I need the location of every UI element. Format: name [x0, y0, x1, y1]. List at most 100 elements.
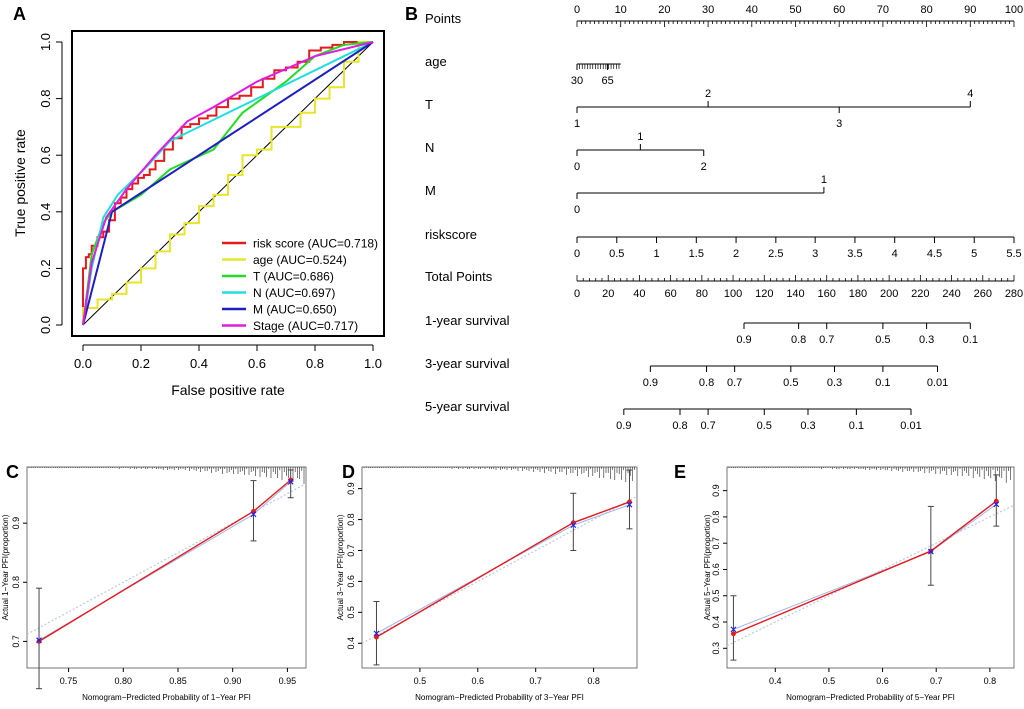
points-tick-label: 5 [971, 248, 977, 260]
roc-chart: 0.0 0.2 0.4 0.6 0.8 1.0 0.0 0.2 0.4 0.6 0.8 1.0 Fals… [12, 30, 385, 398]
roc-y-tick-label: 0.8 [38, 90, 53, 108]
points-tick-label: 0 [574, 204, 580, 216]
calibration-point [36, 638, 42, 644]
points-tick-label: 0 [574, 161, 580, 173]
calibration-point [374, 634, 379, 640]
nomogram-row-label: 1-year survival [425, 313, 510, 328]
calibration-x-axis-label: Nomogram−Predicted Probability of 3−Year… [415, 693, 584, 702]
scale-tick-label: 160 [818, 288, 836, 300]
points-tick-label: 3 [836, 118, 842, 130]
calibration-frame [26, 466, 307, 669]
nomogram-row-total-points: Total Points 0 20 40 60 80 100 120 140 160 180 200 2… [425, 269, 1023, 300]
survival-tick-label: 0.3 [827, 377, 842, 389]
points-tick-label: 3.5 [847, 248, 862, 260]
nomogram-row-label: age [425, 54, 447, 69]
calibration-frame [361, 466, 638, 669]
nomogram-row-label: riskscore [425, 227, 477, 242]
calibration-y-axis-label: Actual 1−Year PFI(proportion) [1, 514, 10, 620]
scale-tick-label: 20 [658, 4, 670, 16]
points-tick-label: 1 [574, 118, 580, 130]
calibration-x-tick-label: 0.8 [984, 676, 997, 686]
calibration-x-tick-label: 0.90 [224, 676, 242, 686]
survival-tick-label: 0.8 [699, 377, 714, 389]
calibration-x-tick-label: 0.6 [876, 676, 889, 686]
nomogram-row-label: Total Points [425, 269, 493, 284]
panel-label-b: B [405, 4, 418, 24]
roc-y-tick-label: 0.6 [38, 146, 53, 164]
scale-tick-label: 100 [1005, 4, 1023, 16]
scale-tick-label: 80 [696, 288, 708, 300]
calibration-frame [726, 466, 1015, 669]
scale-tick-label: 180 [849, 288, 867, 300]
survival-tick-label: 0.7 [727, 377, 742, 389]
roc-x-tick-label: 0.0 [74, 356, 92, 371]
scale-tick-label: 100 [724, 288, 742, 300]
points-tick-label: 0 [574, 248, 580, 260]
calibration-y-tick-label: 0.7 [11, 635, 21, 648]
panel-label-d: D [342, 462, 355, 482]
survival-tick-label: 0.01 [900, 420, 921, 432]
scale-tick-label: 30 [702, 4, 714, 16]
scale-tick-label: 220 [911, 288, 929, 300]
scale-tick-label: 10 [615, 4, 627, 16]
legend-entry-5: Stage (AUC=0.717) [253, 319, 358, 333]
calibration-y-tick-label: 0.9 [11, 517, 21, 530]
calibration-chart-c: 0.75 0.80 0.85 0.90 0.95 0.7 0.8 0.9 Nomogram−Pr… [1, 466, 307, 702]
points-tick-label: 2 [705, 88, 711, 100]
survival-tick-label: 0.8 [672, 420, 687, 432]
calibration-ideal-line [726, 504, 1015, 647]
survival-tick-label: 0.3 [919, 334, 934, 346]
scale-tick-label: 120 [755, 288, 773, 300]
survival-tick-label: 0.1 [963, 334, 978, 346]
survival-tick-label: 0.9 [736, 334, 751, 346]
scale-tick-label: 90 [964, 4, 976, 16]
nomogram-row-5-year-survival: 5-year survival 0.9 0.8 0.7 0.5 0.3 0.1 0.01 [425, 399, 922, 432]
legend-entry-1: age (AUC=0.524) [253, 253, 347, 267]
roc-x-tick-label: 0.6 [248, 356, 266, 371]
roc-x-axis-label: False positive rate [171, 382, 285, 398]
calibration-x-axis-label: Nomogram−Predicted Probability of 5−Year… [786, 693, 955, 702]
calibration-x-axis-label: Nomogram−Predicted Probability of 1−Year… [82, 693, 251, 702]
roc-series-line-5 [82, 41, 374, 326]
nomogram-row-riskscore: riskscore 0 0.5 1 1.5 2 2.5 3 3.5 4 4.5 5 5.5 [425, 227, 1022, 260]
survival-tick-label: 0.7 [700, 420, 715, 432]
calibration-bias-marker [287, 478, 294, 485]
calibration-y-tick-label: 0.4 [346, 637, 356, 650]
nomogram-row-t: T 1 2 3 4 [425, 88, 973, 130]
calibration-x-tick-label: 0.7 [930, 676, 943, 686]
calibration-observed-line [376, 501, 630, 638]
roc-y-tick-label: 0.0 [38, 316, 53, 334]
panel-label-a: A [13, 4, 26, 24]
scale-tick-label: 280 [1005, 288, 1023, 300]
calibration-bias-corrected-line [733, 503, 997, 630]
roc-y-tick-label: 1.0 [38, 33, 53, 51]
panel-label-c: C [6, 462, 19, 482]
calibration-x-tick-label: 0.7 [529, 676, 542, 686]
scale-tick-label: 240 [942, 288, 960, 300]
calibration-y-tick-label: 0.9 [711, 484, 721, 497]
calibration-chart-d: 0.5 0.6 0.7 0.8 0.4 0.5 0.6 0.7 0.8 0.9 Nomogram−P… [336, 466, 638, 702]
points-tick-label: 5.5 [1006, 248, 1021, 260]
calibration-bias-corrected-line [376, 504, 630, 634]
nomogram-row-points: Points 0 10 20 30 40 50 60 70 80 90 100 [425, 4, 1023, 27]
panel-label-e: E [674, 462, 686, 482]
calibration-y-axis-label: Actual 3−Year PFI(proportion) [336, 514, 345, 620]
points-tick-label: 4 [967, 88, 973, 100]
calibration-bias-marker [730, 626, 737, 633]
points-tick-label: 2 [733, 248, 739, 260]
survival-tick-label: 0.9 [616, 420, 631, 432]
calibration-y-tick-label: 0.6 [346, 575, 356, 588]
calibration-bias-corrected-line [38, 481, 292, 641]
calibration-x-tick-label: 0.6 [472, 676, 485, 686]
points-tick-label: 1 [821, 174, 827, 186]
legend-entry-3: N (AUC=0.697) [253, 286, 335, 300]
nomogram-row-3-year-survival: 3-year survival 0.9 0.8 0.7 0.5 0.3 0.1 0.01 [425, 356, 948, 389]
scale-tick-label: 60 [665, 288, 677, 300]
points-tick-label: 4.5 [927, 248, 942, 260]
calibration-bias-marker [626, 501, 633, 508]
nomogram-row-age: age 30 65 [425, 54, 621, 87]
scale-tick-label: 20 [602, 288, 614, 300]
calibration-y-tick-label: 0.8 [346, 513, 356, 526]
